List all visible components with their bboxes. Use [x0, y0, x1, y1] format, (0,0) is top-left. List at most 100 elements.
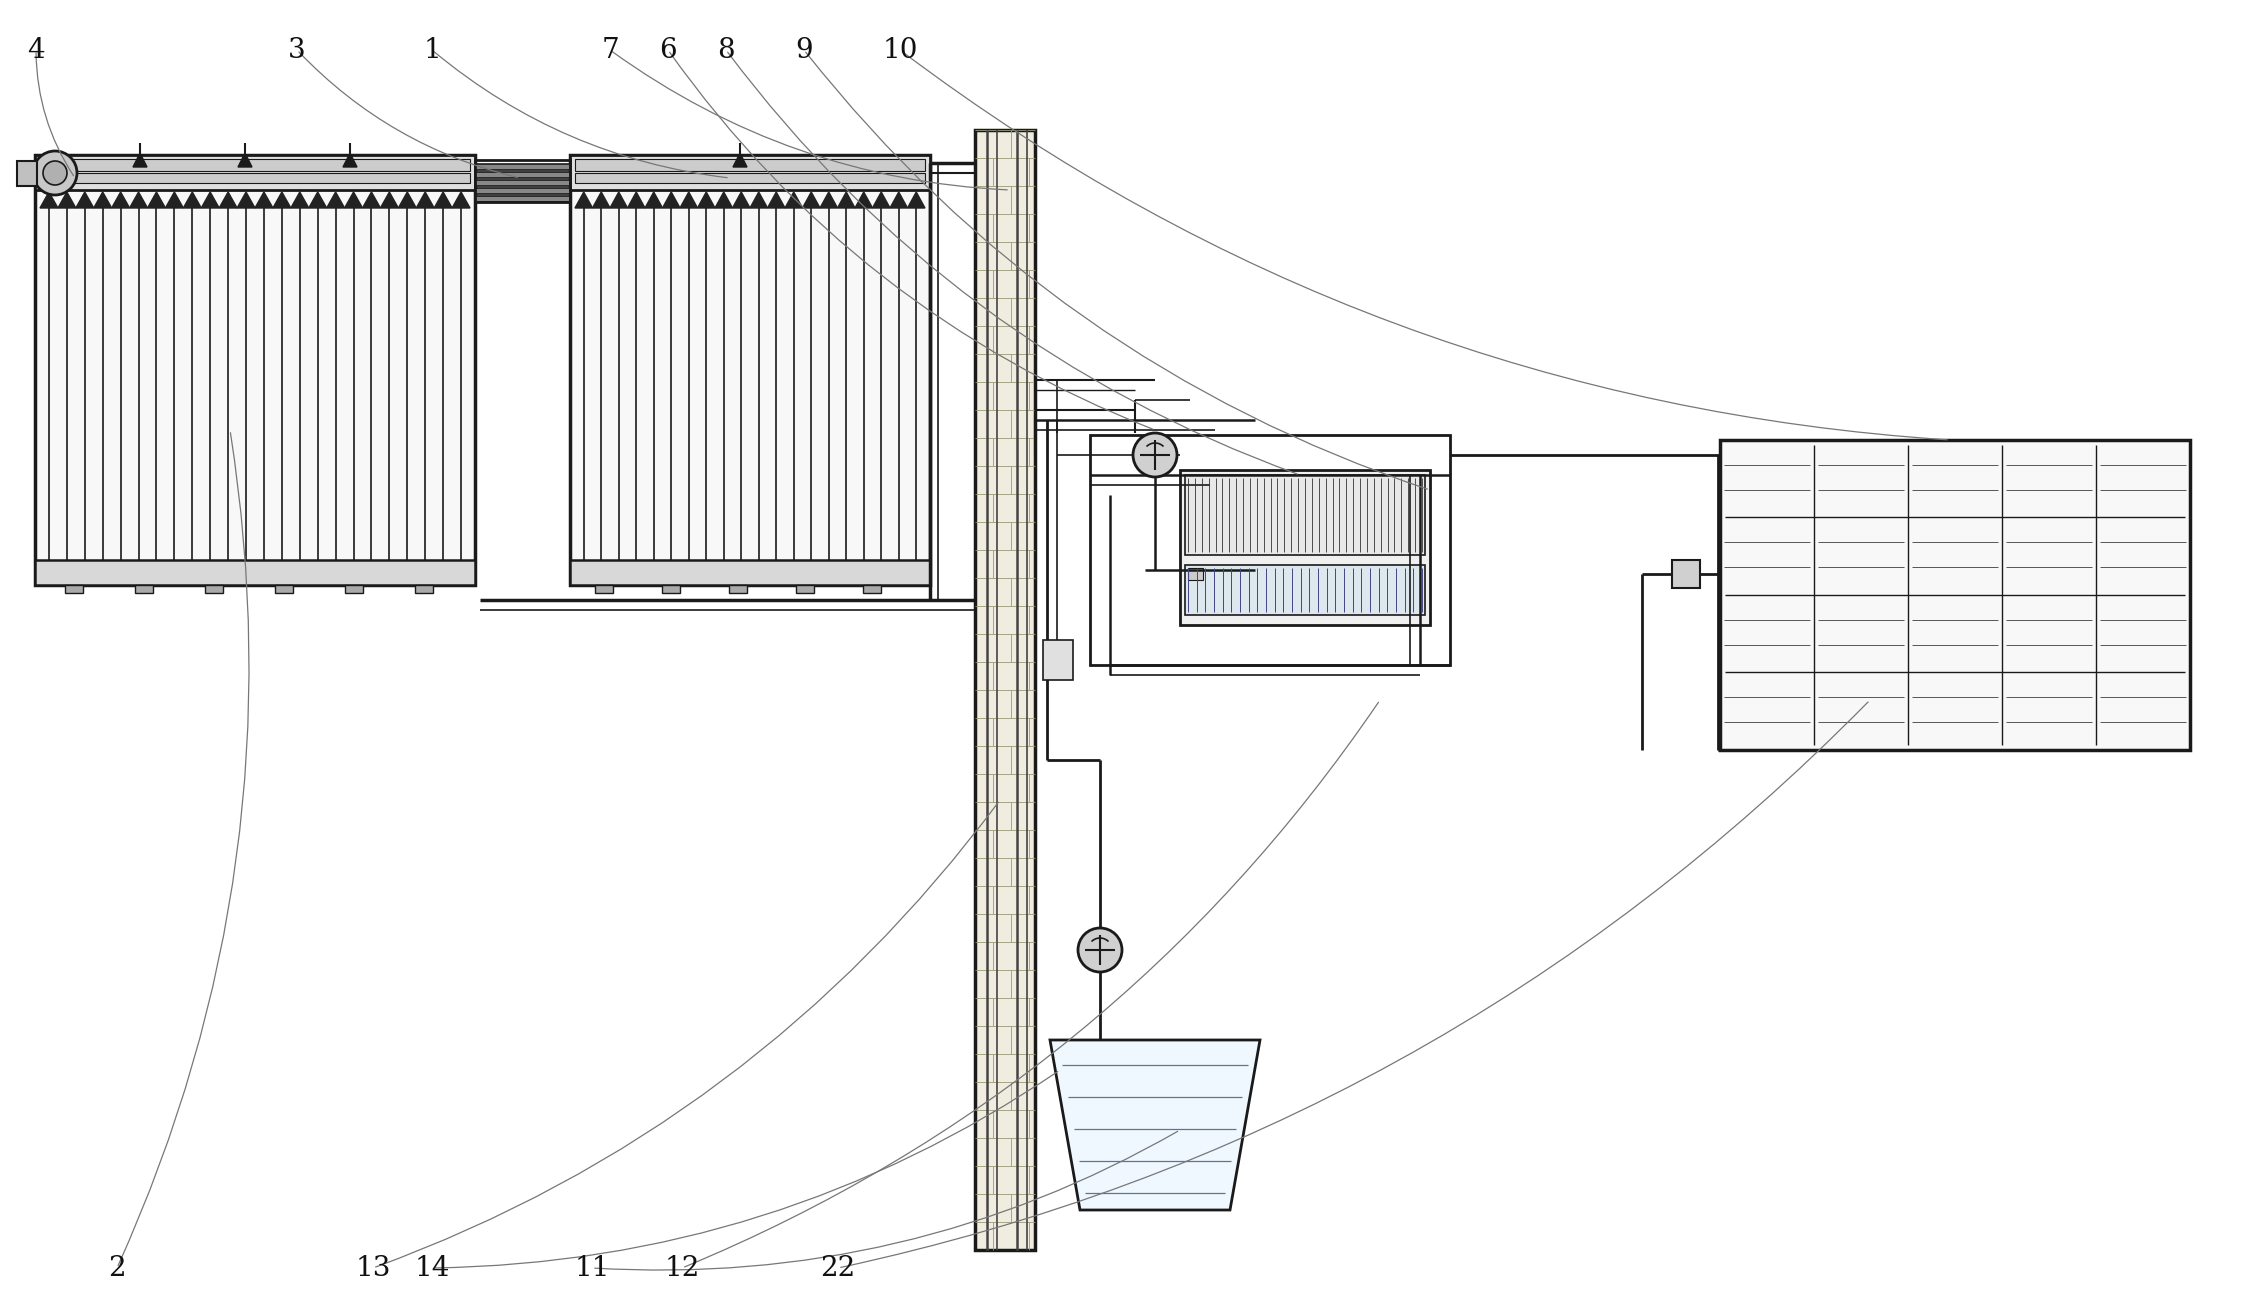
Polygon shape — [872, 192, 891, 209]
Bar — [476, 164, 571, 171]
Text: 14: 14 — [415, 1254, 449, 1282]
Polygon shape — [906, 192, 925, 209]
Polygon shape — [308, 192, 326, 209]
Polygon shape — [768, 192, 784, 209]
Text: 4: 4 — [27, 37, 45, 63]
Polygon shape — [147, 192, 165, 209]
Bar — [576, 173, 925, 182]
Polygon shape — [750, 192, 768, 209]
Polygon shape — [646, 192, 662, 209]
Bar — [1090, 436, 1450, 665]
Text: 3: 3 — [288, 37, 306, 63]
Polygon shape — [272, 192, 290, 209]
Polygon shape — [576, 192, 591, 209]
Polygon shape — [363, 192, 381, 209]
Polygon shape — [165, 192, 184, 209]
Text: 8: 8 — [716, 37, 734, 63]
Polygon shape — [628, 192, 646, 209]
Polygon shape — [238, 192, 256, 209]
Polygon shape — [716, 192, 732, 209]
Polygon shape — [344, 192, 363, 209]
Polygon shape — [698, 192, 716, 209]
Polygon shape — [41, 192, 59, 209]
Text: 1: 1 — [424, 37, 442, 63]
Polygon shape — [202, 192, 220, 209]
Bar — [863, 585, 881, 593]
Bar — [34, 155, 476, 190]
Bar — [1185, 475, 1425, 555]
Polygon shape — [256, 192, 272, 209]
Text: 6: 6 — [659, 37, 678, 63]
Text: 11: 11 — [573, 1254, 610, 1282]
Polygon shape — [75, 192, 93, 209]
Polygon shape — [59, 192, 75, 209]
Polygon shape — [820, 192, 838, 209]
Polygon shape — [838, 192, 854, 209]
Bar — [571, 155, 929, 190]
Polygon shape — [399, 192, 417, 209]
Polygon shape — [802, 192, 820, 209]
Polygon shape — [129, 192, 147, 209]
Bar — [571, 560, 929, 585]
Bar — [1181, 470, 1430, 625]
Bar — [476, 180, 571, 186]
Bar — [274, 585, 292, 593]
Bar — [1042, 640, 1074, 680]
Polygon shape — [238, 154, 252, 167]
Bar — [662, 585, 680, 593]
Text: 2: 2 — [109, 1254, 127, 1282]
Polygon shape — [610, 192, 628, 209]
Polygon shape — [435, 192, 453, 209]
Polygon shape — [680, 192, 698, 209]
Polygon shape — [453, 192, 469, 209]
Text: 9: 9 — [795, 37, 813, 63]
Bar — [974, 130, 1036, 1250]
Polygon shape — [591, 192, 610, 209]
Bar — [730, 585, 748, 593]
Polygon shape — [290, 192, 308, 209]
Polygon shape — [220, 192, 238, 209]
Text: 13: 13 — [356, 1254, 390, 1282]
Circle shape — [43, 161, 68, 185]
Bar — [1187, 568, 1203, 580]
Polygon shape — [134, 154, 147, 167]
Bar — [1672, 560, 1700, 588]
Polygon shape — [1049, 1040, 1260, 1210]
Polygon shape — [732, 192, 750, 209]
Polygon shape — [381, 192, 399, 209]
Bar — [415, 585, 433, 593]
Polygon shape — [342, 154, 358, 167]
Bar — [476, 188, 571, 194]
Bar — [344, 585, 363, 593]
Polygon shape — [326, 192, 344, 209]
Bar — [34, 560, 476, 585]
Text: 22: 22 — [820, 1254, 857, 1282]
Polygon shape — [93, 192, 111, 209]
Polygon shape — [854, 192, 872, 209]
Polygon shape — [417, 192, 435, 209]
Bar — [476, 195, 571, 202]
Bar — [795, 585, 813, 593]
Bar — [576, 159, 925, 171]
Polygon shape — [184, 192, 202, 209]
Bar — [41, 173, 469, 182]
Bar — [41, 159, 469, 171]
Bar — [1720, 440, 2189, 750]
Bar — [596, 585, 614, 593]
Text: 12: 12 — [664, 1254, 700, 1282]
Circle shape — [34, 151, 77, 195]
Bar — [34, 155, 476, 585]
Text: 7: 7 — [600, 37, 619, 63]
Bar — [476, 160, 571, 202]
Bar — [1185, 565, 1425, 615]
Polygon shape — [732, 154, 748, 167]
Text: 10: 10 — [881, 37, 918, 63]
Polygon shape — [662, 192, 680, 209]
Bar — [476, 172, 571, 178]
Bar — [136, 585, 154, 593]
Polygon shape — [891, 192, 906, 209]
Bar — [204, 585, 222, 593]
Bar — [571, 155, 929, 585]
Polygon shape — [784, 192, 802, 209]
Polygon shape — [111, 192, 129, 209]
